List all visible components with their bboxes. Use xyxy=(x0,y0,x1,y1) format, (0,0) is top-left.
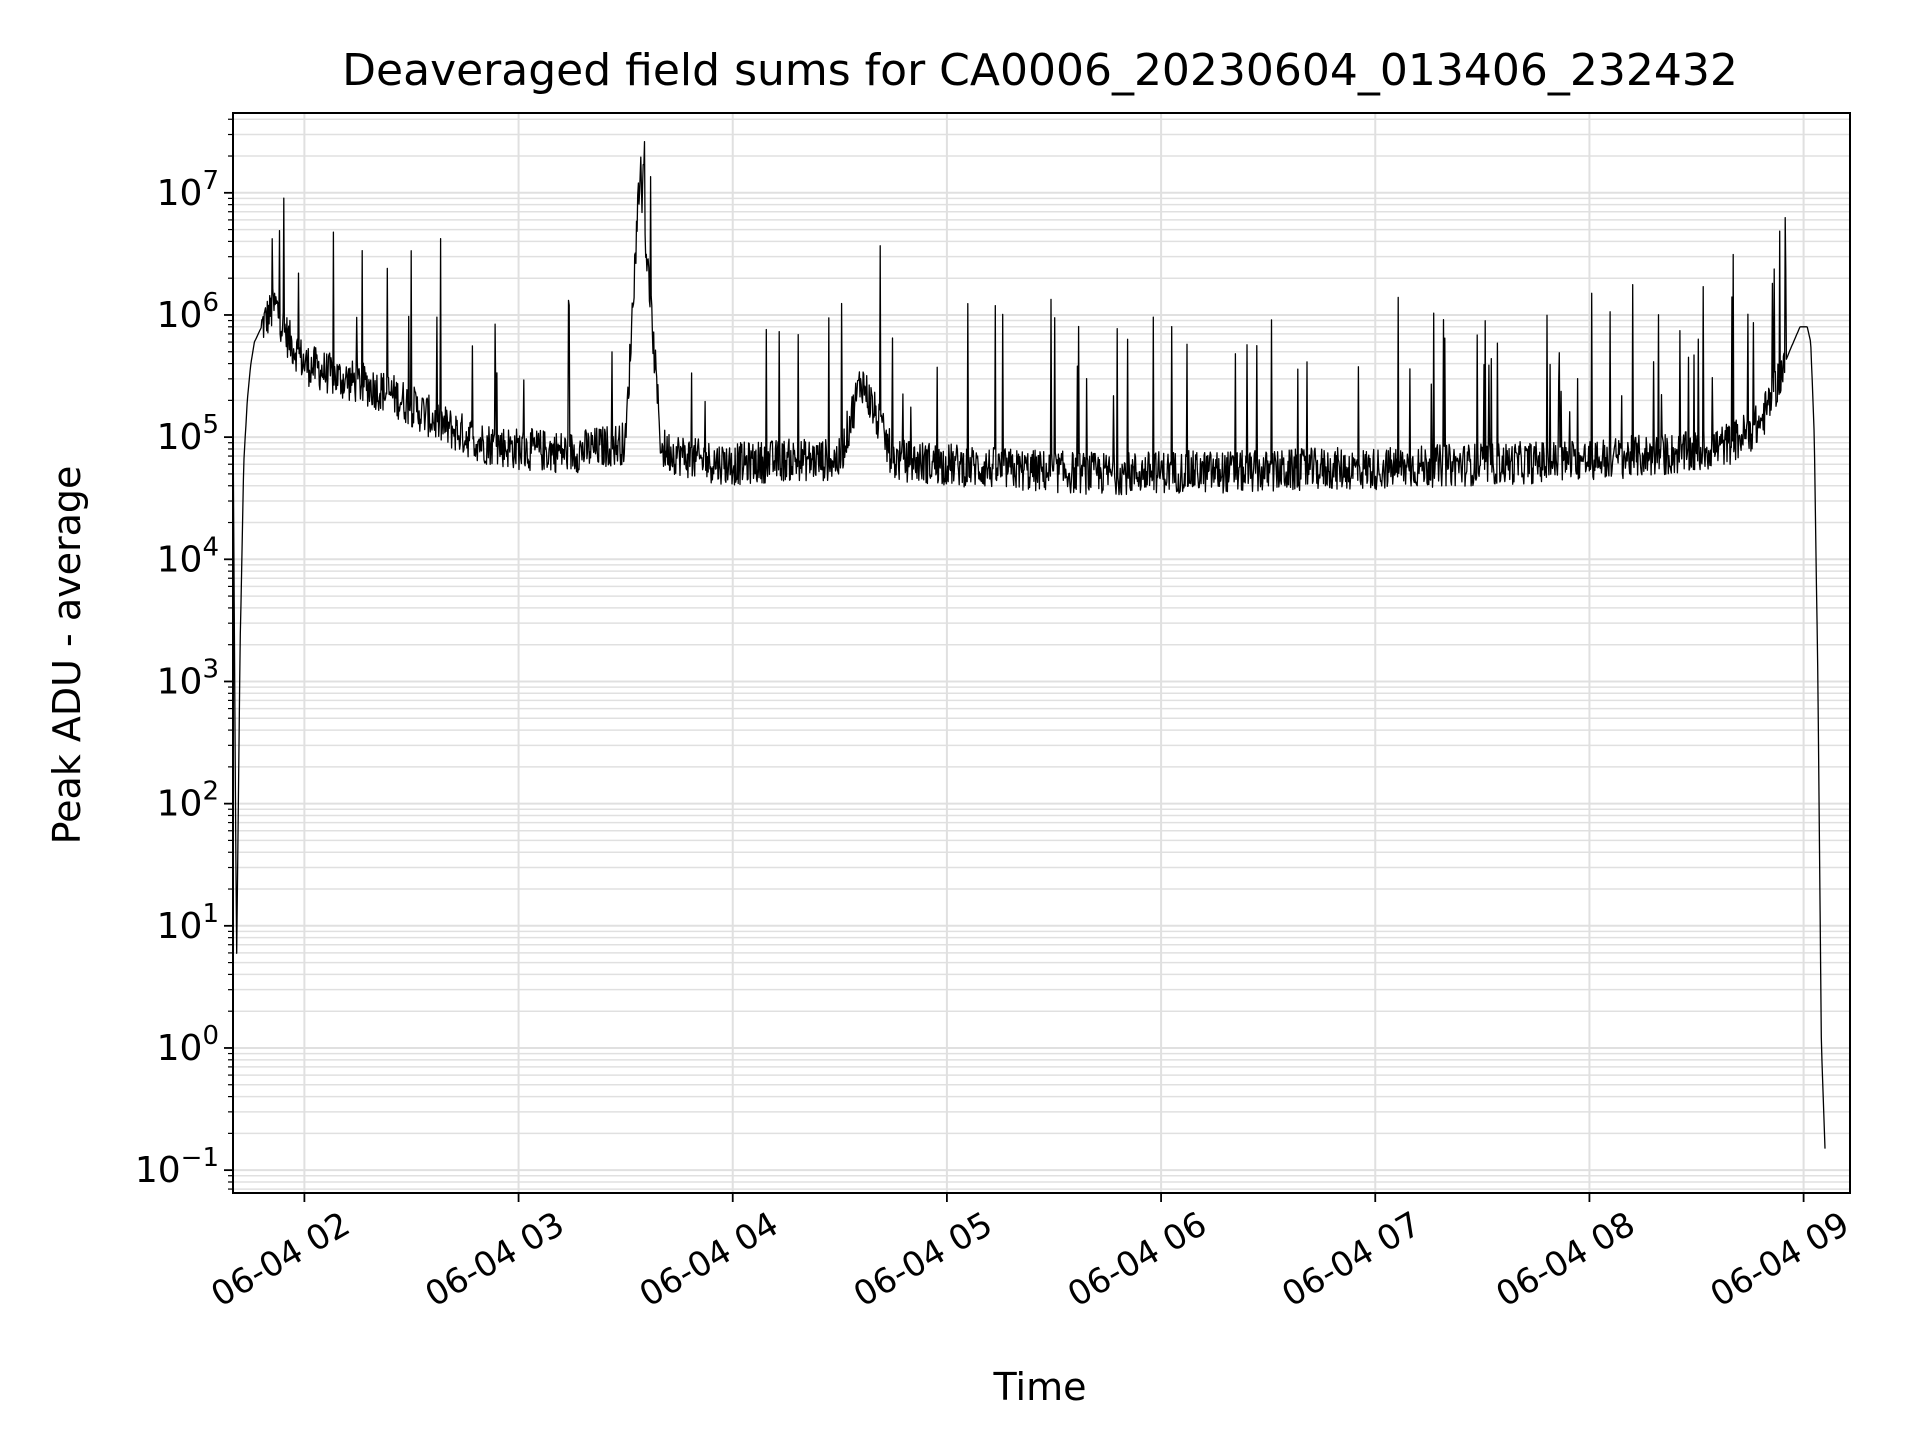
x-axis-label: Time xyxy=(993,1365,1087,1409)
y-tick-label: 101 xyxy=(157,899,219,947)
y-tick-label: 107 xyxy=(157,166,219,214)
y-tick-label: 103 xyxy=(157,654,219,702)
grid xyxy=(233,113,1850,1193)
y-axis-label: Peak ADU - average xyxy=(45,466,89,845)
y-tick-label: 10−1 xyxy=(135,1143,219,1191)
y-tick-label: 104 xyxy=(157,532,219,580)
y-tick-label: 106 xyxy=(157,288,219,336)
y-tick-label: 102 xyxy=(157,777,219,825)
chart-title: Deaveraged field sums for CA0006_2023060… xyxy=(342,45,1738,96)
y-tick-label: 100 xyxy=(157,1021,219,1069)
plot-area xyxy=(232,140,1826,1149)
axes-frame xyxy=(232,112,1851,1194)
series-line xyxy=(232,140,1826,1149)
y-tick-label: 105 xyxy=(157,410,219,458)
